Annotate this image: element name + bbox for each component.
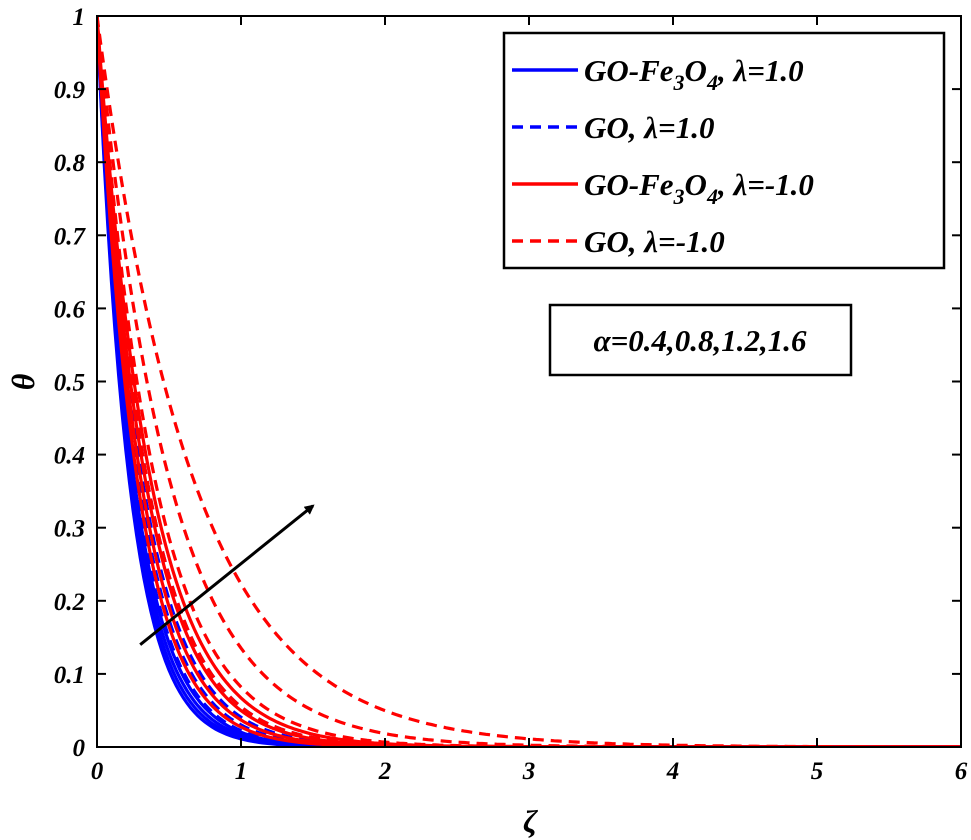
series-line-9 [97, 16, 961, 747]
y-tick-label: 0.6 [54, 296, 86, 323]
alpha-annotation: α=0.4,0.8,1.2,1.6 [548, 303, 853, 377]
alpha-annotation-text: α=0.4,0.8,1.2,1.6 [593, 323, 807, 358]
alpha-trend-arrow [139, 504, 315, 646]
series-line-4 [97, 16, 961, 747]
y-tick-label: 0.2 [54, 589, 85, 616]
legend-box [502, 31, 946, 270]
y-tick-label: 0.3 [54, 516, 85, 543]
x-tick-label: 6 [955, 758, 968, 785]
series-line-10 [97, 16, 961, 747]
x-tick-label: 5 [811, 758, 824, 785]
y-tick-label: 0.9 [54, 77, 86, 104]
legend-label-2: GO, λ=1.0 [584, 110, 714, 145]
x-tick-label: 2 [378, 758, 392, 785]
y-tick-label: 0.8 [54, 150, 86, 177]
x-tick-label: 1 [235, 758, 248, 785]
x-axis-title: ζ [523, 803, 539, 839]
series-line-7 [97, 16, 961, 747]
y-axis-title: θ [5, 373, 41, 390]
y-tick-label: 0.4 [54, 443, 85, 470]
series-line-15 [97, 16, 961, 747]
axis-ticks [96, 15, 962, 748]
y-tick-label: 0.1 [54, 662, 85, 689]
y-tick-label: 1 [73, 4, 86, 31]
x-tick-label: 4 [666, 758, 680, 785]
alpha-annotation-box [548, 303, 853, 377]
x-tick-label: 0 [91, 758, 104, 785]
x-tick-label: 3 [522, 758, 536, 785]
legend-label-3: GO-Fe3O4, λ=-1.0 [584, 167, 814, 209]
y-tick-label: 0.7 [54, 223, 87, 250]
legend: GO-Fe3O4, λ=1.0 GO, λ=1.0 GO-Fe3O4, λ=-1.0… [502, 31, 946, 270]
series-line-5 [97, 16, 961, 747]
y-tick-label: 0.5 [54, 370, 85, 397]
legend-label-1: GO-Fe3O4, λ=1.0 [584, 53, 804, 95]
y-tick-label: 0 [73, 735, 86, 762]
series-line-2 [97, 16, 961, 747]
axis-tick-labels: 0 1 2 3 4 5 6 0 0.1 0.2 0.3 0.4 0.5 0.6 0.7 0.8 0.9 1 [54, 4, 968, 785]
series-line-3 [97, 16, 961, 747]
series-line-6 [97, 16, 961, 747]
legend-label-4: GO, λ=-1.0 [584, 224, 725, 259]
